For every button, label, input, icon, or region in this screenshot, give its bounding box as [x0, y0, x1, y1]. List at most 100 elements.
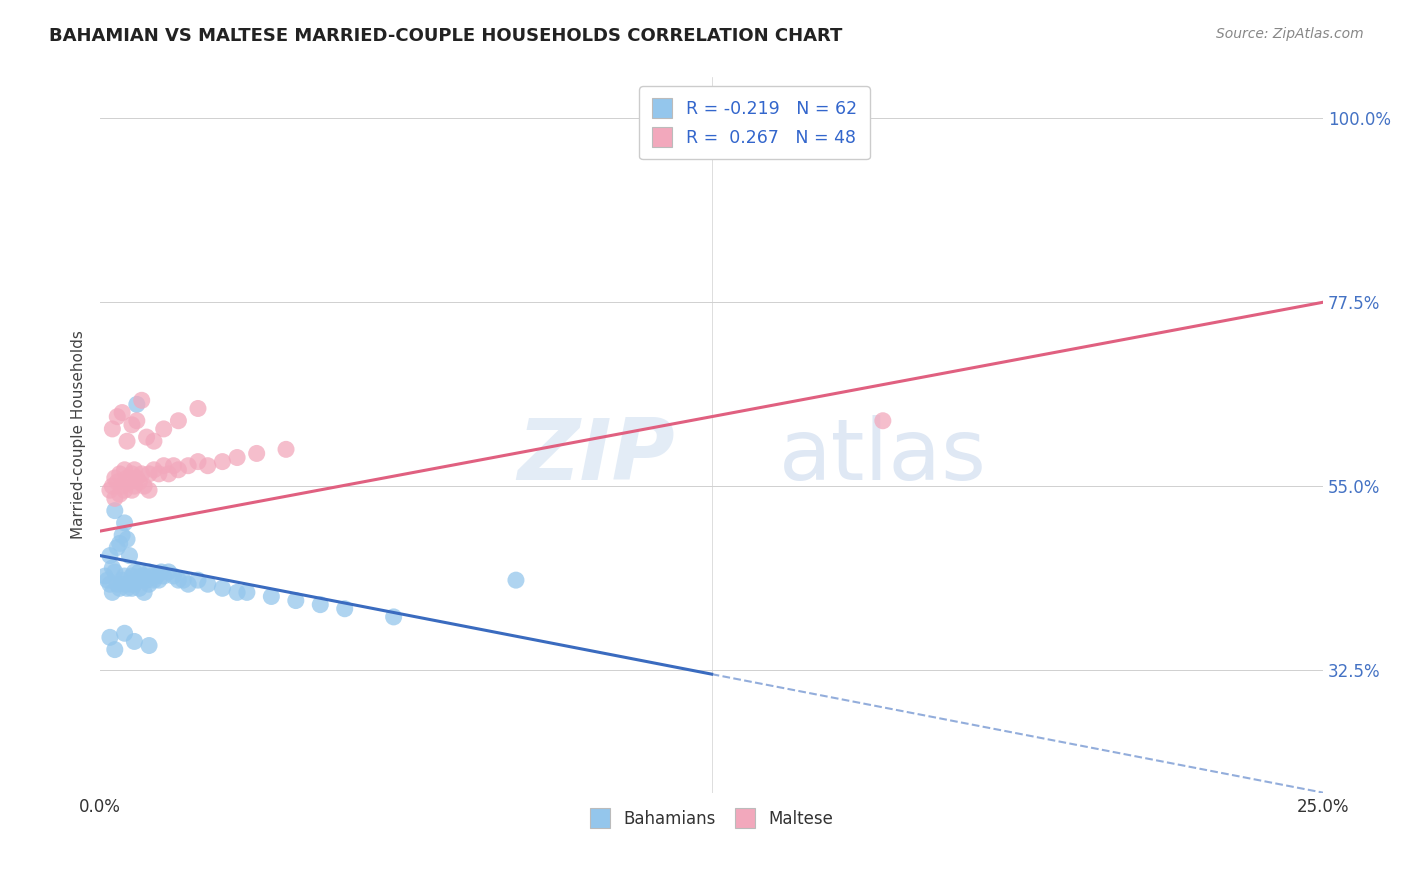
Point — [167, 573, 190, 587]
Point — [111, 528, 134, 542]
Point — [125, 573, 148, 587]
Point — [236, 585, 259, 599]
Point — [142, 434, 165, 449]
Point — [148, 573, 170, 587]
Point — [274, 442, 297, 457]
Point — [101, 422, 124, 436]
Point — [115, 582, 138, 596]
Point — [114, 483, 136, 498]
Point — [172, 573, 194, 587]
Point — [114, 569, 136, 583]
Point — [114, 463, 136, 477]
Point — [152, 422, 174, 436]
Point — [152, 569, 174, 583]
Point — [108, 582, 131, 596]
Point — [124, 479, 146, 493]
Legend: Bahamians, Maltese: Bahamians, Maltese — [583, 802, 841, 834]
Point — [167, 414, 190, 428]
Point — [138, 639, 160, 653]
Point — [382, 610, 405, 624]
Point — [150, 565, 173, 579]
Text: ZIP: ZIP — [517, 415, 675, 498]
Point — [177, 577, 200, 591]
Point — [333, 601, 356, 615]
Point — [105, 475, 128, 489]
Point — [138, 483, 160, 498]
Point — [105, 577, 128, 591]
Point — [197, 458, 219, 473]
Point — [114, 516, 136, 530]
Point — [142, 573, 165, 587]
Point — [114, 626, 136, 640]
Point — [138, 577, 160, 591]
Y-axis label: Married-couple Households: Married-couple Households — [72, 331, 86, 540]
Point — [187, 455, 209, 469]
Point — [197, 577, 219, 591]
Point — [104, 471, 127, 485]
Point — [124, 565, 146, 579]
Point — [309, 598, 332, 612]
Point — [114, 577, 136, 591]
Point — [121, 582, 143, 596]
Point — [118, 549, 141, 563]
Point — [260, 590, 283, 604]
Point — [134, 479, 156, 493]
Point — [145, 569, 167, 583]
Point — [124, 577, 146, 591]
Point — [121, 417, 143, 432]
Point — [115, 471, 138, 485]
Point — [105, 409, 128, 424]
Point — [124, 463, 146, 477]
Point — [505, 573, 527, 587]
Point — [111, 406, 134, 420]
Point — [167, 463, 190, 477]
Point — [125, 397, 148, 411]
Point — [104, 642, 127, 657]
Point — [128, 475, 150, 489]
Point — [108, 487, 131, 501]
Point — [115, 434, 138, 449]
Point — [125, 414, 148, 428]
Point — [101, 479, 124, 493]
Point — [131, 569, 153, 583]
Point — [211, 455, 233, 469]
Point — [226, 450, 249, 465]
Point — [98, 549, 121, 563]
Point — [104, 565, 127, 579]
Point — [101, 561, 124, 575]
Point — [157, 565, 180, 579]
Point — [121, 467, 143, 481]
Point — [131, 393, 153, 408]
Point — [115, 533, 138, 547]
Point — [134, 569, 156, 583]
Point — [152, 458, 174, 473]
Point — [121, 569, 143, 583]
Point — [131, 467, 153, 481]
Point — [162, 458, 184, 473]
Point — [118, 577, 141, 591]
Point — [111, 573, 134, 587]
Point — [141, 569, 163, 583]
Point — [872, 414, 894, 428]
Point — [118, 475, 141, 489]
Point — [121, 483, 143, 498]
Point — [104, 503, 127, 517]
Point — [125, 471, 148, 485]
Point — [142, 463, 165, 477]
Point — [128, 582, 150, 596]
Point — [124, 634, 146, 648]
Point — [187, 573, 209, 587]
Point — [98, 483, 121, 498]
Point — [104, 491, 127, 506]
Point — [162, 569, 184, 583]
Point — [98, 577, 121, 591]
Point — [246, 446, 269, 460]
Point — [138, 565, 160, 579]
Point — [134, 585, 156, 599]
Point — [211, 582, 233, 596]
Point — [105, 541, 128, 555]
Point — [94, 569, 117, 583]
Point — [108, 467, 131, 481]
Point — [226, 585, 249, 599]
Point — [96, 573, 118, 587]
